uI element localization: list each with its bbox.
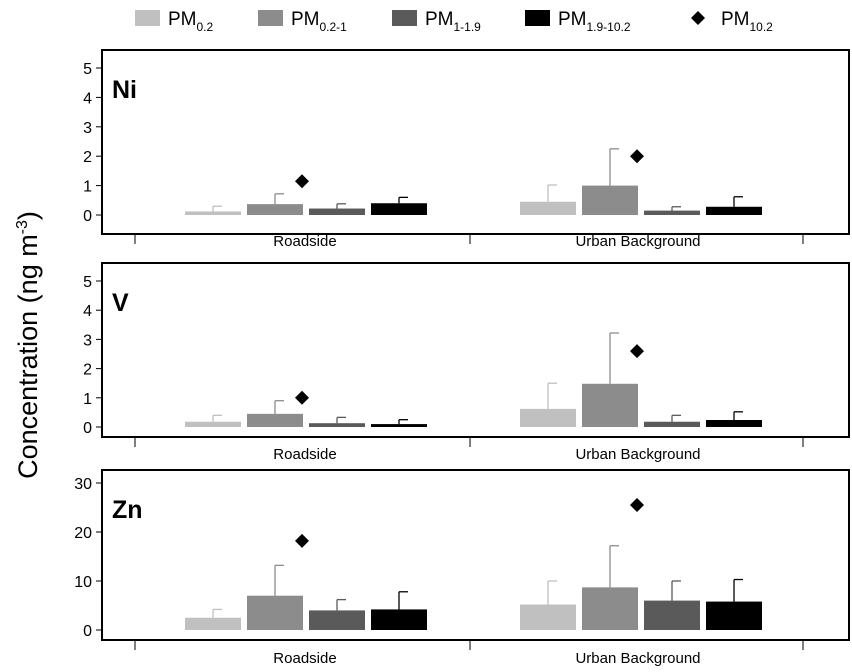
bar bbox=[582, 587, 638, 630]
panel-frame bbox=[101, 469, 850, 641]
y-tick-label: 1 bbox=[83, 179, 92, 196]
panel-zn: 0 10 20 30 Zn Roadside Urban Background bbox=[74, 469, 850, 667]
category-label: Urban Background bbox=[575, 446, 700, 463]
bar bbox=[520, 201, 576, 215]
legend-label-subscript: 1-1.9 bbox=[454, 20, 482, 34]
y-axis-label-superscript: -3 bbox=[14, 220, 31, 234]
y-axis-label: Concentration (ng m-3) bbox=[13, 211, 43, 479]
legend-label: PM1-1.9 bbox=[425, 9, 481, 34]
legend-swatch bbox=[258, 10, 283, 26]
legend-swatch bbox=[135, 10, 160, 26]
pm10-2-marker bbox=[295, 533, 309, 548]
bar bbox=[247, 595, 303, 630]
legend-label: PM10.2 bbox=[721, 9, 773, 34]
pm10-2-marker bbox=[630, 344, 644, 359]
y-tick-label: 4 bbox=[83, 90, 92, 107]
y-tick-label: 0 bbox=[83, 623, 92, 640]
category-label: Urban Background bbox=[575, 650, 700, 667]
legend-item: PM0.2-1 bbox=[258, 9, 347, 34]
legend-item: PM1.9-10.2 bbox=[525, 9, 631, 34]
y-tick-label: 1 bbox=[83, 391, 92, 408]
legend-label-subscript: 0.2-1 bbox=[320, 20, 348, 34]
panel-frame bbox=[101, 49, 850, 235]
panel-element-label: Ni bbox=[112, 76, 137, 104]
category-label: Roadside bbox=[273, 446, 336, 463]
panel-ni: 0 1 2 3 4 5 Ni Roadside Urban Background bbox=[83, 49, 850, 250]
bar bbox=[309, 423, 365, 427]
y-tick-label: 2 bbox=[83, 149, 92, 166]
bar bbox=[247, 204, 303, 215]
legend-label-base: PM bbox=[721, 9, 750, 30]
legend: PM0.2 PM0.2-1 PM1-1.9 PM1.9-10.2 PM10.2 bbox=[135, 9, 773, 34]
y-axis-label-close: ) bbox=[13, 211, 43, 220]
y-tick-label: 20 bbox=[74, 525, 92, 542]
y-tick-label: 5 bbox=[83, 274, 92, 291]
bar bbox=[582, 383, 638, 427]
legend-label-base: PM bbox=[558, 9, 587, 30]
bar bbox=[706, 206, 762, 215]
y-tick-label: 4 bbox=[83, 303, 92, 320]
category-label: Roadside bbox=[273, 233, 336, 250]
bar bbox=[644, 421, 700, 427]
legend-swatch bbox=[525, 10, 550, 26]
bar bbox=[247, 413, 303, 427]
legend-label: PM0.2 bbox=[168, 9, 214, 34]
bar bbox=[371, 203, 427, 215]
category-label: Urban Background bbox=[575, 233, 700, 250]
y-tick-label: 0 bbox=[83, 420, 92, 437]
panel-frame bbox=[101, 262, 850, 438]
bar bbox=[644, 210, 700, 215]
legend-swatch-diamond bbox=[691, 11, 705, 25]
legend-swatch bbox=[392, 10, 417, 26]
legend-label-subscript: 10.2 bbox=[750, 20, 774, 34]
bar bbox=[371, 609, 427, 630]
bar bbox=[582, 185, 638, 215]
legend-item: PM10.2 bbox=[691, 9, 773, 34]
pm10-2-marker bbox=[295, 390, 309, 405]
legend-label: PM0.2-1 bbox=[291, 9, 347, 34]
bar bbox=[706, 601, 762, 630]
legend-label-base: PM bbox=[425, 9, 454, 30]
bar bbox=[185, 421, 241, 427]
y-tick-label: 2 bbox=[83, 362, 92, 379]
legend-label-subscript: 1.9-10.2 bbox=[587, 20, 631, 34]
legend-label: PM1.9-10.2 bbox=[558, 9, 631, 34]
bar bbox=[309, 610, 365, 630]
legend-label-subscript: 0.2 bbox=[197, 20, 214, 34]
y-tick-label: 30 bbox=[74, 476, 92, 493]
panel-element-label: Zn bbox=[112, 496, 143, 524]
pm10-2-marker bbox=[295, 174, 309, 189]
panel-element-label: V bbox=[112, 289, 129, 317]
y-tick-label: 5 bbox=[83, 61, 92, 78]
bar bbox=[520, 604, 576, 630]
legend-label-base: PM bbox=[168, 9, 197, 30]
bar bbox=[371, 424, 427, 427]
bar bbox=[520, 408, 576, 427]
panel-v: 0 1 2 3 4 5 V Roadside Urban Background bbox=[83, 262, 850, 463]
bar bbox=[706, 419, 762, 427]
pm10-2-marker bbox=[630, 149, 644, 164]
legend-item: PM0.2 bbox=[135, 9, 214, 34]
pm10-2-marker bbox=[630, 498, 644, 513]
bar bbox=[185, 617, 241, 630]
y-tick-label: 3 bbox=[83, 332, 92, 349]
bar bbox=[309, 208, 365, 215]
legend-label-base: PM bbox=[291, 9, 320, 30]
y-axis-label-text: Concentration (ng m bbox=[13, 234, 43, 479]
y-tick-label: 0 bbox=[83, 208, 92, 225]
bar bbox=[644, 600, 700, 630]
legend-item: PM1-1.9 bbox=[392, 9, 481, 34]
y-tick-label: 10 bbox=[74, 574, 92, 591]
chart-panels: 0 1 2 3 4 5 Ni Roadside Urban Background 0 1 2 3 4 5 V R… bbox=[74, 49, 850, 667]
y-tick-label: 3 bbox=[83, 120, 92, 137]
bar bbox=[185, 211, 241, 215]
category-label: Roadside bbox=[273, 650, 336, 667]
